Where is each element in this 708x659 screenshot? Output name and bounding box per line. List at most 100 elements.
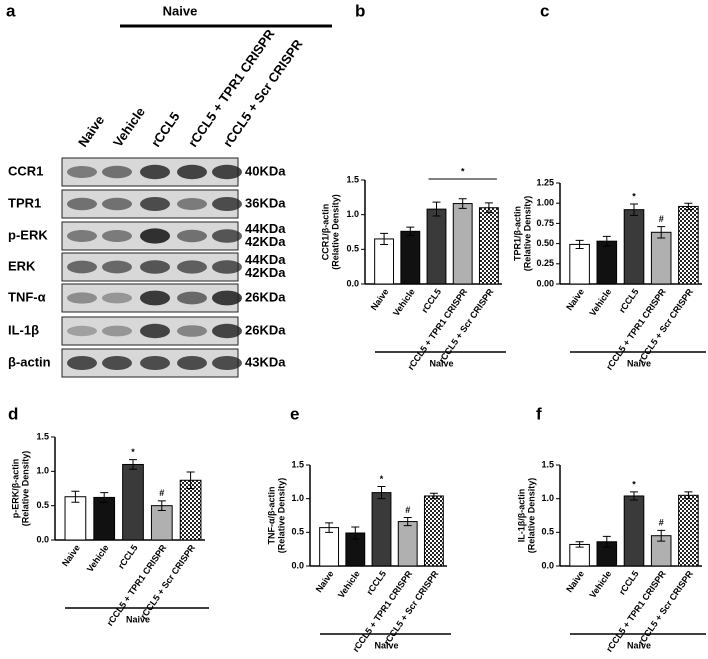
x-tick-label: rCCL5 bbox=[419, 287, 443, 315]
lane-label: Naive bbox=[75, 113, 107, 150]
y-tick-label: 0.5 bbox=[541, 527, 554, 537]
significance-marker: * bbox=[131, 447, 135, 457]
y-tick-label: 0.5 bbox=[291, 527, 304, 537]
blot-band bbox=[67, 260, 97, 274]
blot-band bbox=[102, 292, 132, 304]
x-tick-label: Naive bbox=[314, 569, 336, 594]
error-bar bbox=[71, 490, 80, 503]
blot-band bbox=[102, 260, 132, 274]
blot-band bbox=[67, 197, 97, 211]
blot-band bbox=[140, 197, 170, 211]
x-tick-label: rCCL5 + Scr CRISPR bbox=[636, 568, 695, 646]
error-bar bbox=[684, 202, 693, 211]
significance-marker: * bbox=[380, 474, 384, 484]
bar bbox=[452, 203, 473, 285]
size-label: 36KDa bbox=[245, 195, 286, 210]
bar bbox=[93, 496, 116, 541]
bar bbox=[569, 243, 590, 285]
error-bar bbox=[377, 486, 386, 500]
bar bbox=[400, 230, 421, 285]
y-tick-label: 1.0 bbox=[291, 493, 304, 503]
x-tick-label: Naive bbox=[369, 287, 391, 312]
blot-band bbox=[212, 197, 242, 211]
blot-band bbox=[177, 198, 207, 210]
y-tick-label: 0.5 bbox=[346, 244, 359, 254]
x-tick-label: Vehicle bbox=[336, 569, 362, 600]
blot-band bbox=[140, 290, 170, 306]
bar bbox=[371, 492, 392, 567]
panel-letter: d bbox=[8, 404, 18, 423]
protein-label: ERK bbox=[8, 258, 36, 273]
y-axis-label: (Relative Density) bbox=[276, 478, 286, 554]
bar bbox=[374, 238, 395, 285]
bar bbox=[623, 495, 645, 567]
error-bar bbox=[630, 491, 638, 501]
blot-band bbox=[140, 164, 170, 180]
error-bar bbox=[657, 529, 666, 542]
blot-band bbox=[177, 291, 207, 305]
error-bar bbox=[602, 535, 611, 548]
size-label: 43KDa bbox=[245, 354, 286, 369]
y-tick-label: 1.0 bbox=[541, 493, 554, 503]
error-bar bbox=[403, 517, 412, 527]
x-tick-label: rCCL5 bbox=[617, 569, 641, 597]
error-bar bbox=[380, 232, 389, 245]
error-bar bbox=[157, 500, 166, 511]
blot-band bbox=[212, 356, 242, 370]
y-tick-label: 1.5 bbox=[36, 431, 49, 441]
protein-label: CCR1 bbox=[8, 163, 43, 178]
bar bbox=[179, 479, 202, 541]
error-bar bbox=[429, 492, 438, 500]
y-tick-label: 0.5 bbox=[36, 500, 49, 510]
error-bar bbox=[657, 226, 666, 239]
blot-band bbox=[212, 164, 242, 180]
size-label: 26KDa bbox=[245, 322, 286, 337]
y-axis-label: (Relative Density) bbox=[330, 194, 340, 270]
error-bar bbox=[602, 235, 611, 247]
x-tick-label: rCCL5 bbox=[364, 569, 388, 597]
y-tick-label: 1.5 bbox=[346, 174, 359, 184]
significance-marker: * bbox=[632, 479, 636, 489]
y-axis-label: IL-1β/β-actin bbox=[516, 489, 526, 543]
y-axis-label: p-ERK/β-actin bbox=[10, 459, 20, 519]
size-label: 44KDa bbox=[245, 221, 286, 236]
blot-band bbox=[140, 228, 170, 244]
size-label: 40KDa bbox=[245, 163, 286, 178]
panel-letter: e bbox=[290, 404, 299, 423]
panel-letter: a bbox=[6, 1, 16, 20]
blot-band bbox=[212, 290, 242, 306]
error-bar bbox=[458, 198, 467, 209]
error-bar bbox=[630, 203, 638, 216]
size-label: 26KDa bbox=[245, 289, 286, 304]
bar bbox=[650, 231, 672, 285]
bar bbox=[569, 543, 590, 567]
error-bar bbox=[186, 471, 195, 489]
error-bar bbox=[406, 226, 415, 236]
x-tick-label: rCCL5 bbox=[617, 287, 641, 315]
blot-band bbox=[212, 229, 242, 243]
error-bar bbox=[351, 526, 360, 540]
blot-band bbox=[177, 229, 207, 243]
panel-letter: b bbox=[355, 1, 365, 20]
y-tick-label: 1.0 bbox=[346, 209, 359, 219]
group-label: Naive bbox=[374, 640, 398, 650]
blot-band bbox=[102, 325, 132, 337]
error-bar bbox=[325, 522, 334, 533]
y-axis-label: (Relative Density) bbox=[20, 451, 30, 527]
y-axis-label: TNF-α/β-actin bbox=[266, 486, 276, 544]
bar bbox=[426, 208, 447, 285]
blot-band bbox=[177, 325, 207, 337]
error-bar bbox=[129, 459, 137, 470]
bar bbox=[397, 521, 418, 567]
blot-band bbox=[140, 356, 170, 370]
lane-label: Vehicle bbox=[110, 104, 148, 149]
y-tick-label: 1.25 bbox=[536, 177, 554, 187]
bar bbox=[678, 205, 699, 285]
group-label: Naive bbox=[627, 358, 651, 368]
size-label: 42KDa bbox=[245, 265, 286, 280]
blot-band bbox=[67, 292, 97, 304]
blot-band bbox=[67, 356, 97, 370]
blot-band bbox=[102, 356, 132, 370]
group-label: Naive bbox=[126, 614, 150, 624]
y-tick-label: 0.0 bbox=[346, 278, 359, 288]
